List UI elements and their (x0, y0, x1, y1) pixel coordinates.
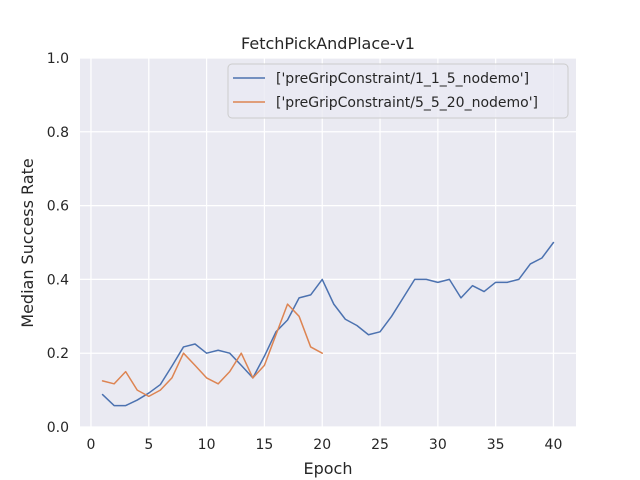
y-axis-label: Median Success Rate (18, 158, 37, 327)
chart-title: FetchPickAndPlace-v1 (241, 34, 415, 53)
x-axis-label: Epoch (304, 459, 353, 478)
series-line-2 (101, 303, 323, 398)
x-tick-label: 40 (545, 437, 563, 453)
x-tick-labels: 0 5 10 15 20 25 30 35 40 (87, 437, 563, 453)
plot-background (80, 58, 576, 427)
x-tick-label: 5 (144, 437, 153, 453)
y-gridlines (80, 57, 576, 428)
x-tick-label: 0 (87, 437, 96, 453)
y-tick-label: 0.2 (47, 346, 69, 362)
legend: ['preGripConstraint/1_1_5_nodemo'] ['pre… (227, 63, 569, 119)
x-tick-label: 10 (198, 437, 216, 453)
x-tick-label: 15 (255, 437, 273, 453)
series-lines (101, 241, 555, 407)
x-tick-label: 30 (429, 437, 447, 453)
legend-label-series-2: ['preGripConstraint/5_5_20_nodemo'] (276, 95, 538, 111)
x-tick-label: 20 (313, 437, 331, 453)
x-tick-label: 35 (487, 437, 505, 453)
y-tick-label: 0.8 (47, 125, 69, 141)
y-tick-labels: 0.0 0.2 0.4 0.6 0.8 1.0 (47, 51, 69, 436)
y-tick-label: 0.0 (47, 420, 69, 436)
series-line-1 (101, 241, 555, 407)
legend-box (227, 63, 569, 119)
legend-label-series-1: ['preGripConstraint/1_1_5_nodemo'] (276, 71, 529, 87)
y-tick-label: 1.0 (47, 51, 69, 67)
x-tick-label: 25 (371, 437, 389, 453)
y-tick-label: 0.4 (47, 272, 69, 288)
y-tick-label: 0.6 (47, 199, 69, 215)
